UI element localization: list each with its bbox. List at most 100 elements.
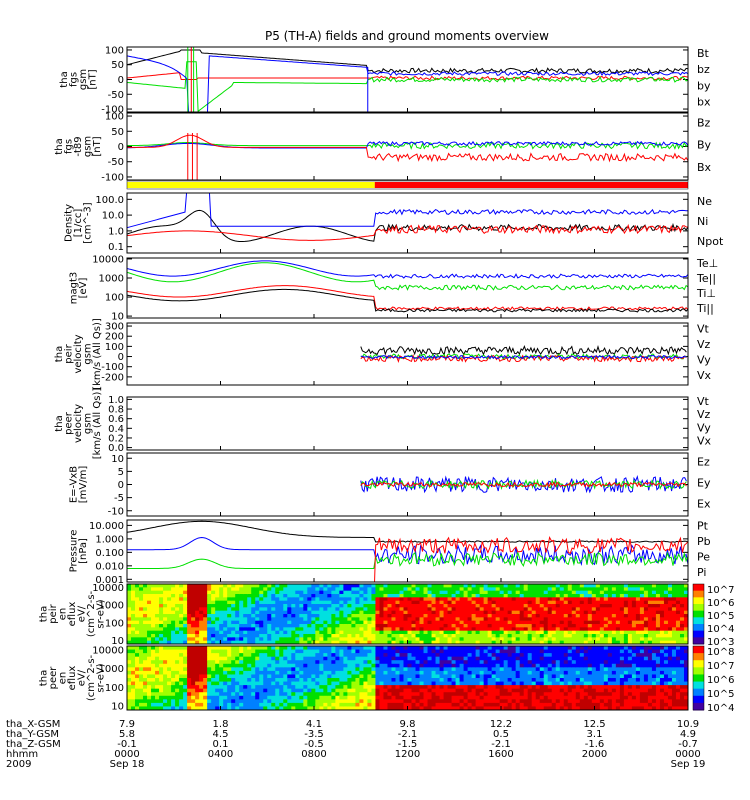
series-Pt <box>127 520 688 543</box>
ylabel-fgs-t89-1: fgs <box>64 139 75 154</box>
ytick-peir-vel-2: 100 <box>105 342 124 353</box>
series-Bz <box>127 134 688 163</box>
panel-frame-peer-vel <box>126 396 689 451</box>
xaxis-val-2-1: 0.1 <box>213 739 229 750</box>
legend-temp-3: Ti|| <box>696 302 714 315</box>
ytick-temp-1: 1000 <box>99 274 124 285</box>
colorbar-peir-eflux-1 <box>693 590 704 598</box>
colorbar-peer-eflux-7 <box>693 695 704 704</box>
ytick-peir-eflux-3: 10 <box>111 636 124 647</box>
xaxis-row-label-4: 2009 <box>6 759 31 770</box>
series-Vx <box>360 354 687 360</box>
ylabel-peir-eflux-6: sr-eV) <box>96 599 107 628</box>
ytick-temp-2: 100 <box>105 293 124 304</box>
xaxis-val-2-0: -0.1 <box>117 739 137 750</box>
xaxis-val-2-3: -1.5 <box>398 739 418 750</box>
series-Teperp <box>127 285 688 311</box>
legend-pressure-2: Pe <box>697 550 710 563</box>
ylabel-peir-vel-4: [km/s (All Qs)] <box>92 318 103 390</box>
colorbar-peer-eflux-0 <box>693 646 704 654</box>
legend-pressure-0: Pt <box>697 519 709 532</box>
xaxis-val-1-2: -3.5 <box>304 729 324 740</box>
ylabel-peir-eflux-4: eV/ <box>77 605 88 622</box>
ytick-fgs-t89-3: -50 <box>108 157 124 168</box>
ylabel-peer-eflux-1: peer <box>48 666 59 690</box>
ylabel-temp-0: magt3 <box>68 272 79 305</box>
legend-pressure-3: Pi <box>697 566 706 579</box>
legend-peer-vel-2: Vy <box>697 421 711 434</box>
ytick-peer-vel-2: 0.6 <box>108 414 124 425</box>
ytick-temp-3: 10 <box>111 312 124 323</box>
xaxis-val-2-6: -0.7 <box>678 739 698 750</box>
ylabel-peer-eflux-6: sr-eV) <box>96 663 107 692</box>
ytick-fgs-4: -100 <box>101 105 124 116</box>
ytick-density-3: 0.1 <box>108 242 124 253</box>
xaxis-val-3-1: 0400 <box>208 749 233 760</box>
xaxis-val-2-2: -0.5 <box>304 739 324 750</box>
ytick-peer-eflux-1: 1000 <box>99 664 124 675</box>
ytick-fgs-t89-4: -100 <box>101 172 124 183</box>
ytick-fgs-t89-0: 100 <box>105 112 124 123</box>
ytick-peer-vel-3: 0.4 <box>108 424 124 435</box>
series-Ez <box>360 481 687 488</box>
ylabel-efield-1: [mV/m] <box>78 466 89 504</box>
ytick-efield-4: -10 <box>108 506 124 517</box>
ylabel-peer-vel-0: tha <box>54 415 65 431</box>
colorbar-peer-eflux-5 <box>693 681 704 690</box>
colorbar-peir-eflux-6 <box>693 624 704 632</box>
ytick-fgs-3: -50 <box>108 90 124 101</box>
ylabel-fgs-t89-0: tha <box>54 138 65 154</box>
ylabel-fgs-1: fgs <box>68 72 79 87</box>
colorbar-peir-eflux-8 <box>693 637 704 645</box>
ylabel-peir-vel-0: tha <box>54 346 65 362</box>
xaxis-val-1-6: 4.9 <box>680 729 696 740</box>
ytick-peir-vel-4: -100 <box>101 362 124 373</box>
ytick-peir-vel-1: 200 <box>105 332 124 343</box>
xaxis-row-label-3: hhmm <box>6 749 38 760</box>
ytick-efield-2: 0 <box>118 480 124 491</box>
legend-peir-vel-0: Vt <box>697 322 710 335</box>
series-Ne <box>127 223 688 241</box>
ylabel-peir-eflux-5: (cm^2-s- <box>86 590 97 637</box>
xaxis-val-1-1: 4.5 <box>213 729 229 740</box>
ylabel-fgs-t89-3: gsm <box>83 136 94 157</box>
xaxis-val-4-0: Sep 18 <box>110 759 145 770</box>
ylabel-pressure-0: Pressure <box>68 530 79 573</box>
colorbar-peer-eflux-8 <box>693 702 704 711</box>
legend-fgs-0: Bt <box>697 47 710 60</box>
ylabel-fgs-2: gsm <box>78 69 89 90</box>
xaxis-val-1-3: -2.1 <box>398 729 418 740</box>
ylabel-efield-0: E=-VxB <box>68 466 79 503</box>
colorbar-label-peir-eflux-0: 10^7 <box>707 585 734 596</box>
legend-fgs-t89-2: Bx <box>697 161 712 174</box>
ytick-peir-vel-3: 0 <box>118 352 124 363</box>
legend-fgs-1: bz <box>697 63 710 76</box>
series-By <box>127 141 688 150</box>
ytick-peer-vel-5: 0.0 <box>108 443 124 454</box>
xaxis-val-1-4: 0.5 <box>493 729 509 740</box>
series-by <box>127 61 688 112</box>
ylabel-density-2: [cm^-3] <box>83 202 94 243</box>
ylabel-peer-eflux-5: (cm^2-s- <box>86 654 97 701</box>
ylabel-peir-eflux-1: peir <box>48 603 59 623</box>
ylabel-peir-vel-2: velocity <box>73 334 84 373</box>
series-Pb <box>374 536 688 582</box>
legend-temp-0: Te⊥ <box>696 257 718 270</box>
legend-peer-vel-0: Vt <box>697 395 710 408</box>
series-Pi <box>127 536 688 567</box>
colorbar-label-peer-eflux-3: 10^5 <box>707 689 734 700</box>
xaxis-val-1-5: 3.1 <box>587 729 603 740</box>
panel-frame-peir-vel <box>126 322 689 386</box>
ylabel-peer-vel-4: [km/s (All Qs)] <box>92 388 103 460</box>
colorbar-peir-eflux-7 <box>693 630 704 638</box>
xaxis-val-3-3: 1200 <box>395 749 420 760</box>
ytick-pressure-3: 0.010 <box>95 561 124 572</box>
mode-bar-slow <box>127 182 375 188</box>
ylabel-temp-1: [eV] <box>78 278 89 299</box>
series-bz <box>127 72 688 81</box>
legend-density-0: Ne <box>697 195 712 208</box>
legend-fgs-t89-1: By <box>697 139 712 152</box>
colorbar-label-peer-eflux-1: 10^7 <box>707 661 734 672</box>
colorbar-peer-eflux-6 <box>693 688 704 697</box>
